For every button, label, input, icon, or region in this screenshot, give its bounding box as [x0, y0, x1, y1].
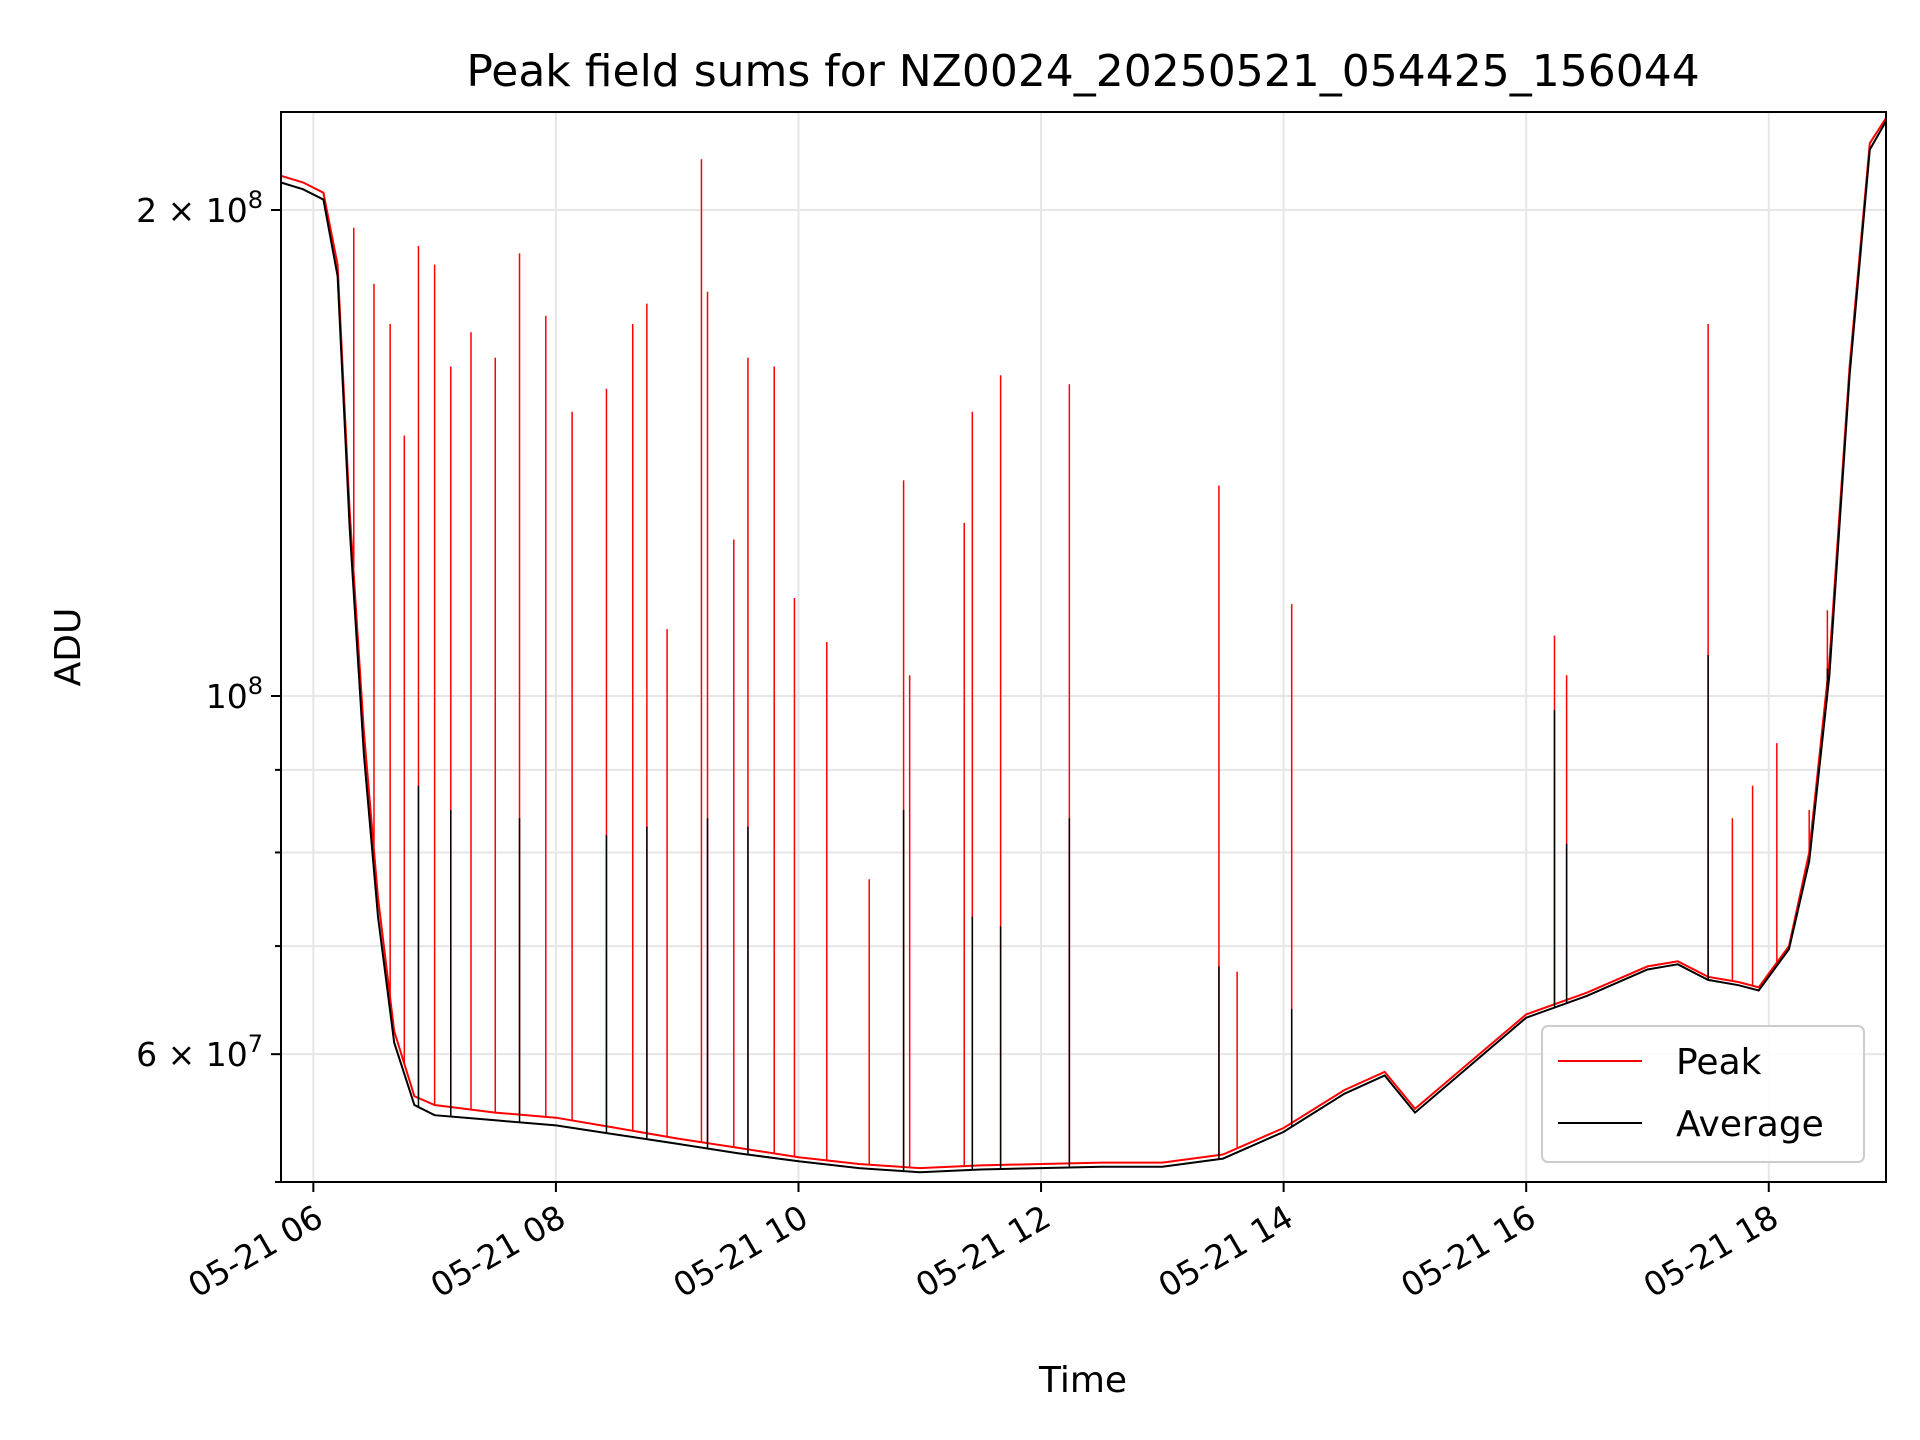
y-axis-label: ADU — [48, 608, 89, 687]
y-tick-label: 6 × 107 — [136, 1030, 263, 1074]
axes-frame — [280, 111, 1887, 1183]
legend: Peak Average — [1541, 1025, 1865, 1163]
x-axis-label: Time — [1038, 1360, 1127, 1401]
y-axis: 2 × 108 108 6 × 107 — [136, 186, 281, 1183]
y-tick-label: 2 × 108 — [136, 186, 263, 230]
y-tick-label: 108 — [206, 672, 263, 716]
plot-area — [280, 117, 1887, 1174]
chart-title: Peak field sums for NZ0024_20250521_0544… — [466, 46, 1699, 97]
legend-average-label: Average — [1676, 1104, 1824, 1145]
average-series-line — [280, 120, 1887, 1174]
peak-series-line — [280, 117, 1887, 1170]
legend-peak-label: Peak — [1676, 1042, 1762, 1083]
